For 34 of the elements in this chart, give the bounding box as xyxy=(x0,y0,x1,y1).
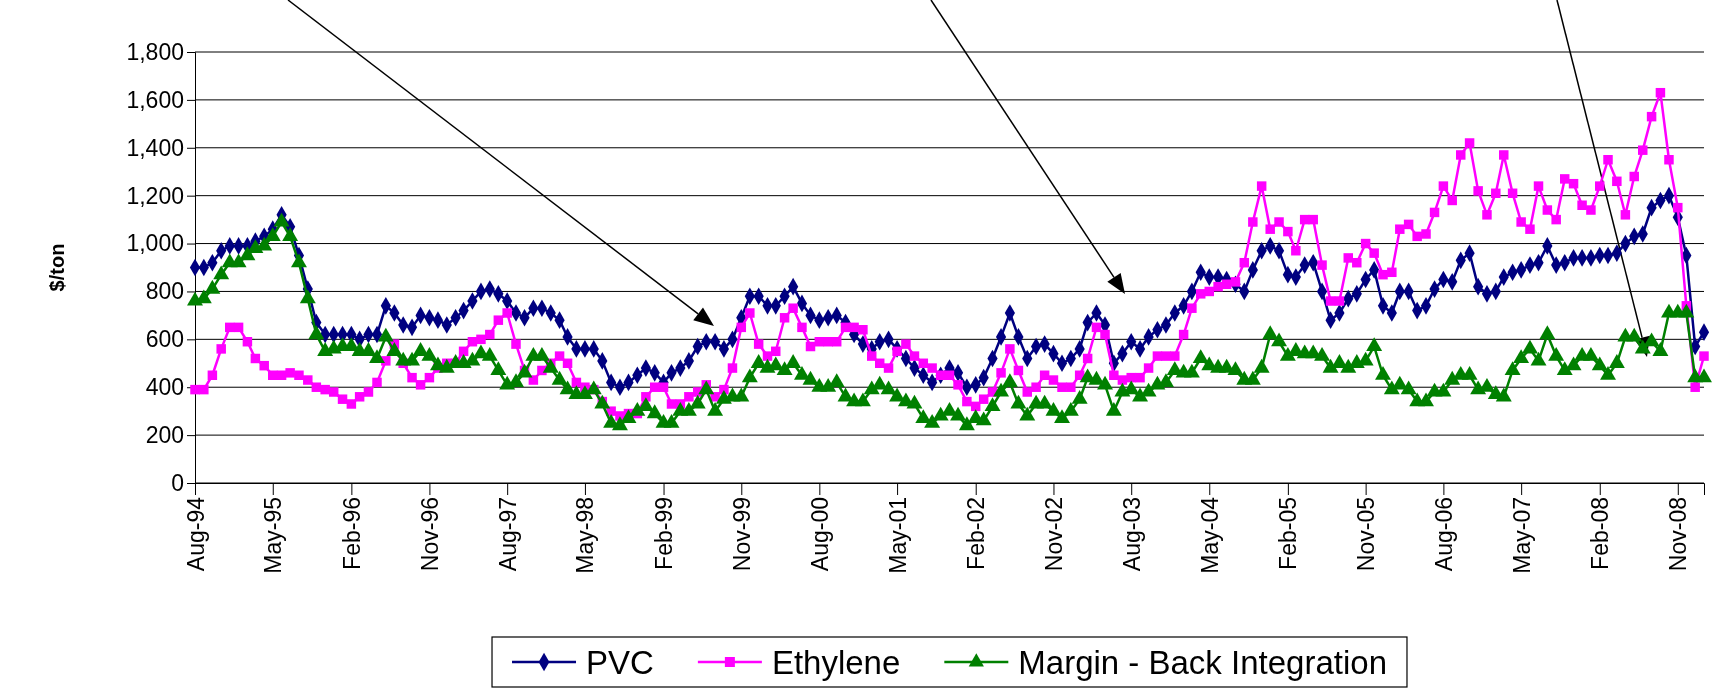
x-tick-label: Nov-02 xyxy=(1041,497,1068,572)
y-tick-label: 800 xyxy=(145,278,184,305)
y-tick-label: 1,800 xyxy=(126,38,184,65)
x-tick-label: May-01 xyxy=(884,497,911,574)
x-tick-label: Feb-08 xyxy=(1587,497,1614,570)
x-tick-label: Nov-96 xyxy=(416,497,443,572)
x-tick-label: Feb-05 xyxy=(1275,497,1302,570)
x-tick-label: Aug-06 xyxy=(1430,497,1457,572)
x-tick-label: May-07 xyxy=(1508,497,1535,574)
x-tick-label: Aug-00 xyxy=(806,497,833,572)
x-tick-label: Nov-05 xyxy=(1353,497,1380,572)
x-tick-label: Nov-99 xyxy=(728,497,755,572)
x-tick-label: May-98 xyxy=(572,497,599,574)
x-tick-label: Aug-03 xyxy=(1118,497,1145,572)
y-tick-label: 1,000 xyxy=(126,230,184,257)
x-tick-label: May-95 xyxy=(260,497,287,574)
legend-label: Margin - Back Integration xyxy=(1018,643,1387,681)
y-tick-label: 0 xyxy=(171,469,184,496)
x-tick-label: May-04 xyxy=(1196,496,1223,574)
y-tick-label: 200 xyxy=(145,421,184,448)
x-tick-label: Aug-94 xyxy=(182,496,209,572)
y-tick-label: 600 xyxy=(145,326,184,353)
y-tick-label: 1,200 xyxy=(126,182,184,209)
y-tick-label: 1,600 xyxy=(126,86,184,113)
y-axis-title: $/ton xyxy=(46,243,68,292)
legend-label: Ethylene xyxy=(771,643,901,681)
x-tick-label: Aug-97 xyxy=(494,497,521,572)
y-tick-label: 1,400 xyxy=(126,134,184,161)
x-tick-label: Nov-08 xyxy=(1665,497,1692,572)
x-tick-label: Feb-99 xyxy=(651,497,678,570)
legend-label: PVC xyxy=(586,643,654,681)
x-tick-label: Feb-96 xyxy=(338,497,365,570)
y-tick-label: 400 xyxy=(145,374,184,401)
x-tick-label: Feb-02 xyxy=(963,497,990,570)
